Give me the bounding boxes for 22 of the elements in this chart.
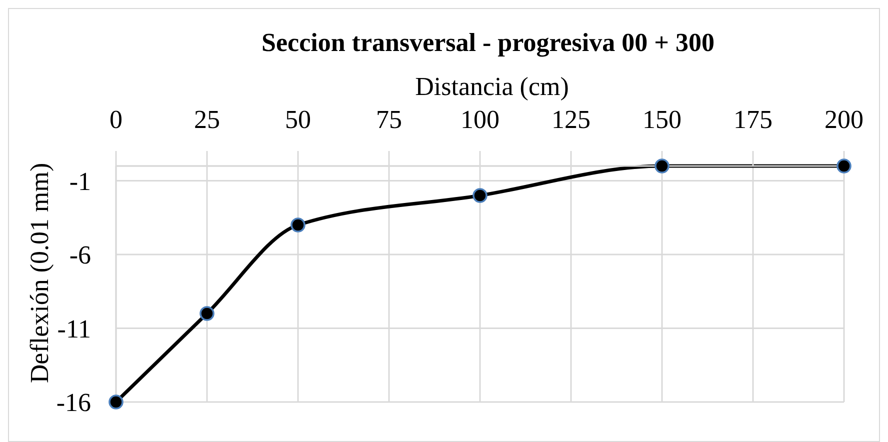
- x-tick-label: 100: [460, 105, 500, 134]
- x-tick-label: 175: [734, 105, 772, 134]
- x-tick-label: 0: [110, 105, 122, 134]
- point: [200, 306, 214, 321]
- y-axis-title: Deflexión (0.01 mm): [25, 162, 55, 384]
- point: [108, 394, 124, 410]
- x-tick-label: 150: [642, 105, 682, 134]
- x-tick-label: 50: [285, 105, 311, 134]
- point: [472, 188, 488, 203]
- y-tick-label: -11: [57, 314, 91, 344]
- chart-title: Seccion transversal - progresiva 00 + 300: [262, 28, 714, 58]
- x-tick-label: 75: [376, 105, 402, 134]
- x-tick-label: 200: [824, 105, 864, 134]
- point: [290, 218, 306, 232]
- x-tick-label: 25: [194, 105, 220, 134]
- y-tick-label: -1: [69, 166, 91, 196]
- x-axis-title: Distancia (cm): [415, 72, 569, 102]
- y-tick-label: -6: [69, 240, 91, 270]
- point: [836, 158, 852, 174]
- y-tick-label: -16: [56, 388, 91, 418]
- x-tick-label: 125: [552, 105, 590, 134]
- point: [654, 158, 670, 174]
